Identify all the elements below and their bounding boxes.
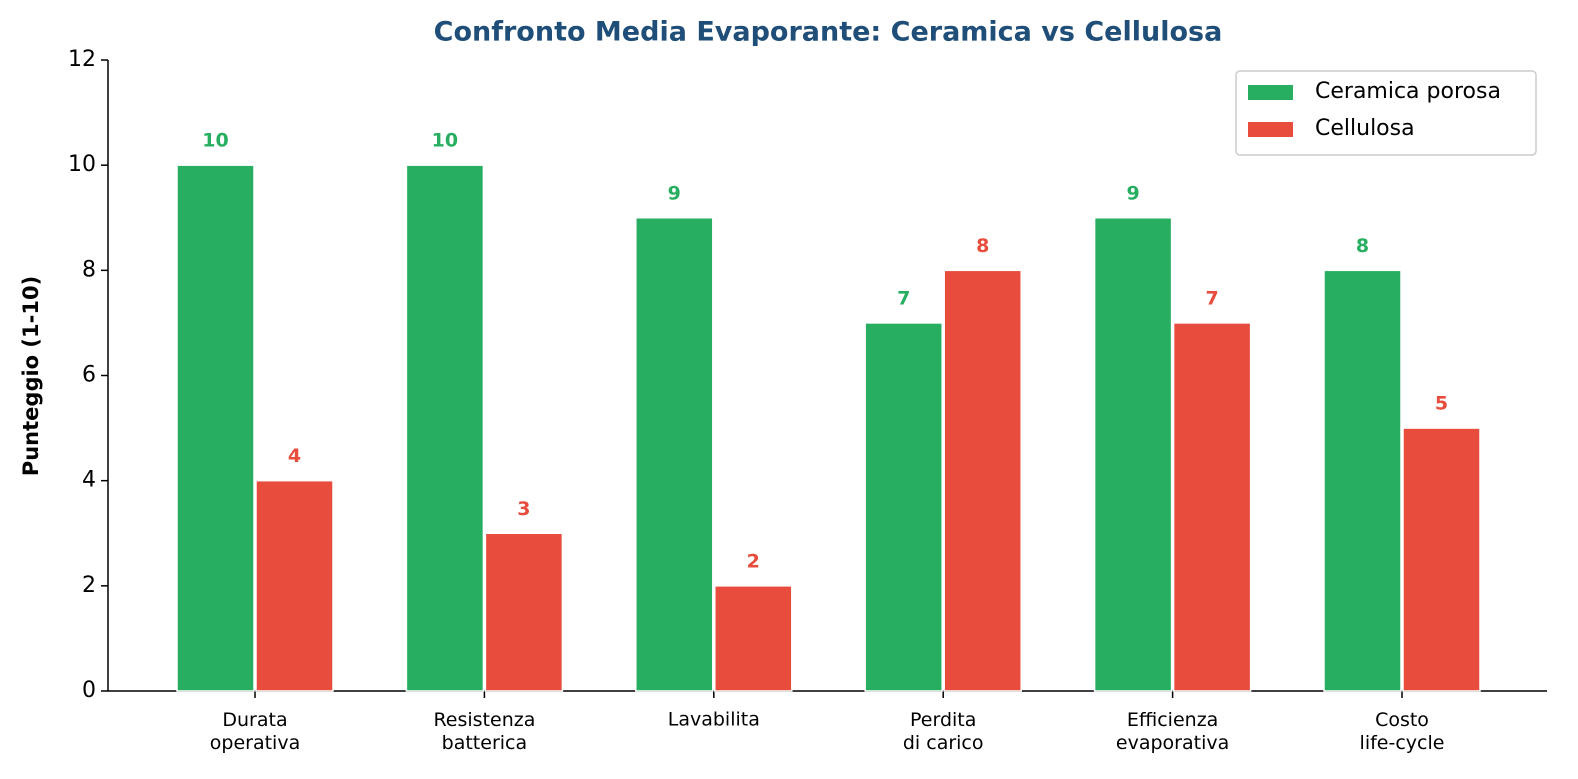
y-tick-label: 4 [82,468,96,493]
bar [1172,322,1252,692]
value-label: 8 [976,235,989,257]
value-label: 9 [1126,182,1139,204]
bar [1093,217,1173,692]
y-tick-label: 6 [82,363,96,388]
bar [1323,269,1402,692]
legend-swatch [1248,122,1293,137]
bar [943,269,1022,692]
y-tick-label: 10 [68,152,96,177]
y-axis-label: Punteggio (1-10) [19,276,43,476]
y-tick-label: 2 [82,573,96,598]
x-tick-label: Lavabilita [668,709,760,731]
y-tick-label: 12 [68,47,96,72]
legend-box [1235,70,1537,156]
bar [176,164,255,692]
value-label: 7 [1205,287,1218,309]
legend-label: Cellulosa [1315,116,1415,141]
bar [255,479,334,692]
value-label: 10 [202,130,228,152]
value-label: 5 [1435,393,1448,415]
value-label: 4 [288,445,301,467]
value-label: 8 [1356,235,1369,257]
bar [405,164,485,692]
bar [635,217,714,692]
bar [1402,427,1481,692]
legend-label: Ceramica porosa [1315,79,1501,104]
x-tick-label: Efficienza evaporativa [1116,709,1229,754]
bar [864,322,943,692]
value-label: 2 [747,550,760,572]
chart-title: Confronto Media Evaporante: Ceramica vs … [434,17,1223,48]
bar [484,532,564,692]
value-label: 9 [668,182,681,204]
x-tick-label: Costo life-cycle [1360,709,1445,754]
x-tick-label: Perdita di carico [903,709,984,754]
y-tick-label: 8 [82,257,96,282]
value-label: 3 [517,498,530,520]
y-tick-label: 0 [82,678,96,703]
x-tick-label: Durata operativa [210,709,300,754]
value-label: 10 [432,130,458,152]
legend-swatch [1248,85,1293,100]
value-label: 7 [897,287,910,309]
bar [714,585,793,692]
x-tick-label: Resistenza batterica [433,709,535,754]
